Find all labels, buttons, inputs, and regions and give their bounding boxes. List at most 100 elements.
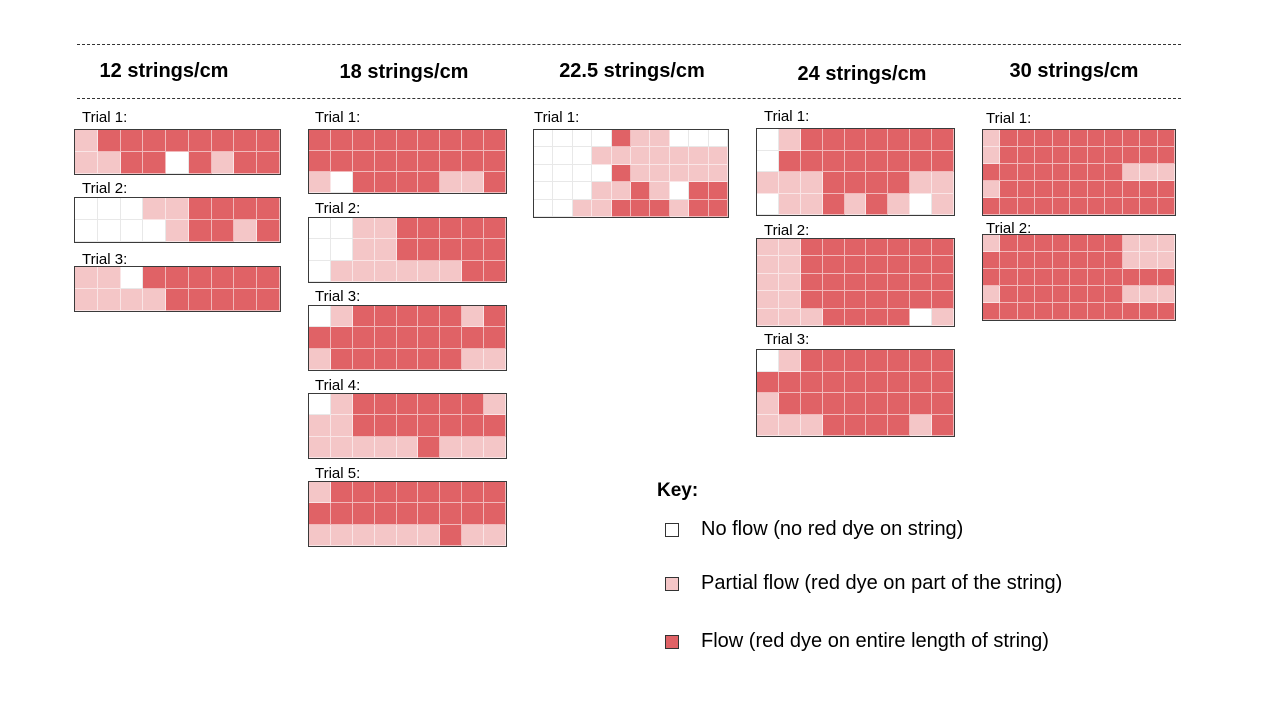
string-cell — [309, 524, 331, 546]
string-cell — [1070, 164, 1088, 181]
column-header-24: 24 strings/cm — [797, 63, 927, 85]
trial-grid — [74, 266, 281, 312]
string-cell — [330, 172, 353, 193]
string-cell — [166, 220, 189, 242]
string-cell — [166, 198, 189, 220]
string-cell — [757, 371, 779, 393]
string-cell — [330, 130, 353, 151]
string-cell — [983, 181, 1001, 198]
string-cell — [97, 267, 121, 289]
string-cell — [484, 260, 506, 282]
string-cell — [462, 151, 485, 172]
string-cell — [822, 291, 845, 309]
string-cell — [374, 394, 397, 416]
string-cell — [1157, 235, 1175, 252]
string-cell — [396, 239, 419, 261]
string-cell — [932, 371, 954, 393]
string-cell — [844, 291, 867, 309]
string-cell — [844, 273, 867, 292]
trial-label: Trial 2: — [82, 180, 128, 197]
string-cell — [1035, 269, 1053, 286]
string-cell — [822, 308, 845, 326]
string-cell — [866, 350, 889, 372]
string-cell — [1122, 181, 1141, 198]
string-cell — [553, 147, 573, 165]
string-cell — [396, 260, 419, 282]
string-cell — [822, 350, 845, 372]
string-cell — [188, 267, 212, 289]
string-cell — [330, 151, 353, 172]
string-cell — [757, 414, 779, 436]
string-cell — [983, 303, 1001, 320]
string-cell — [1035, 252, 1053, 269]
string-cell — [1140, 130, 1158, 147]
trial-grid — [74, 129, 281, 175]
column-header-30: 30 strings/cm — [1009, 60, 1139, 82]
string-cell — [800, 414, 823, 436]
trial-grid — [982, 129, 1176, 216]
string-cell — [1070, 147, 1088, 164]
string-cell — [866, 308, 889, 326]
string-cell — [800, 239, 823, 257]
trial-grid — [308, 129, 507, 194]
string-cell — [1087, 286, 1106, 303]
string-cell — [1105, 269, 1123, 286]
string-cell — [910, 371, 933, 393]
string-cell — [800, 129, 823, 151]
string-cell — [1105, 286, 1123, 303]
string-cell — [418, 172, 441, 193]
string-cell — [330, 415, 353, 437]
string-cell — [418, 503, 441, 525]
string-cell — [1017, 147, 1036, 164]
string-cell — [211, 130, 235, 152]
string-cell — [1122, 269, 1141, 286]
string-cell — [1157, 303, 1175, 320]
string-cell — [650, 164, 670, 183]
string-cell — [396, 394, 419, 416]
string-cell — [1052, 198, 1071, 215]
string-cell — [352, 218, 375, 240]
string-cell — [257, 152, 280, 174]
string-cell — [650, 130, 670, 148]
string-cell — [844, 414, 867, 436]
string-cell — [330, 260, 353, 282]
string-cell — [1035, 303, 1053, 320]
string-cell — [800, 393, 823, 415]
string-cell — [484, 436, 506, 458]
string-cell — [778, 350, 801, 372]
string-cell — [166, 130, 189, 152]
string-cell — [440, 130, 463, 151]
string-cell — [866, 291, 889, 309]
string-cell — [1052, 147, 1071, 164]
trial-label: Trial 4: — [315, 377, 361, 394]
string-cell — [1017, 252, 1036, 269]
string-cell — [822, 150, 845, 172]
trial-label: Trial 3: — [764, 331, 810, 348]
trial-grid — [756, 128, 955, 216]
string-cell — [534, 199, 554, 217]
string-cell — [708, 182, 728, 200]
string-cell — [75, 289, 98, 311]
string-cell — [888, 256, 911, 274]
string-cell — [888, 393, 911, 415]
string-cell — [374, 482, 397, 504]
string-cell — [888, 172, 911, 194]
string-cell — [418, 218, 441, 240]
trial-label: Trial 1: — [82, 109, 128, 126]
string-cell — [330, 394, 353, 416]
string-cell — [440, 436, 463, 458]
string-cell — [866, 414, 889, 436]
key-label-flow: Flow (red dye on entire length of string… — [701, 630, 1049, 652]
string-cell — [800, 350, 823, 372]
string-cell — [689, 130, 709, 148]
string-cell — [888, 150, 911, 172]
string-cell — [1105, 198, 1123, 215]
string-cell — [932, 393, 954, 415]
string-cell — [778, 371, 801, 393]
string-cell — [440, 172, 463, 193]
string-cell — [330, 436, 353, 458]
string-cell — [440, 482, 463, 504]
string-cell — [352, 503, 375, 525]
string-cell — [1000, 147, 1018, 164]
string-cell — [418, 151, 441, 172]
